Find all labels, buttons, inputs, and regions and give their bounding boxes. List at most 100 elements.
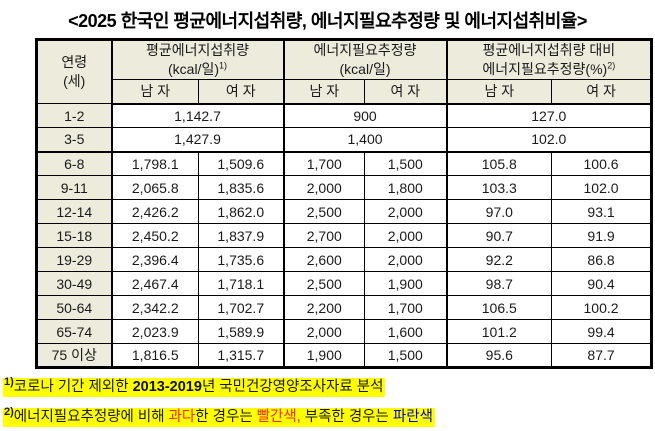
table-body: 1-2 1,142.7 900 127.0 3-5 1,427.9 1,400 102.0 6-… [36,103,653,368]
table-row: 1-2 1,142.7 900 127.0 [36,103,653,128]
value-cell: 1,735.6 [197,247,285,272]
value-cell: 2,600 [282,247,366,272]
value-cell: 2,426.2 [110,199,199,224]
value-cell: 101.2 [445,319,553,344]
value-cell: 1,600 [364,319,448,344]
value-cell: 1,900 [364,271,448,296]
group-header-intake: 평균에너지섭취량 (kcal/일)1) [110,39,285,80]
value-cell: 1,800 [364,175,448,200]
value-cell: 1,700 [282,151,366,176]
footnote-marker: 1) [4,376,14,388]
footnotes: 1)코로나 기간 제외한 2013-2019년 국민건강영양조사자료 분석 2)에… [3,371,435,431]
female-header-intake: 여 자 [197,79,285,105]
value-cell: 1,509.6 [197,151,285,176]
value-cell: 2,000 [282,175,366,200]
value-cell: 1,702.7 [197,295,285,320]
group-intake-line2: (kcal/일) [168,61,219,77]
table-row: 19-29 2,396.4 1,735.6 2,600 2,000 92.2 86.8 [36,247,653,272]
value-cell: 2,500 [282,199,366,224]
value-cell: 2,700 [282,223,366,248]
table-row: 75 이상 1,816.5 1,315.7 1,900 1,500 95.6 87.7 [36,343,653,368]
value-cell: 93.1 [551,199,653,224]
value-cell: 2,200 [282,295,366,320]
table-row: 3-5 1,427.9 1,400 102.0 [36,127,653,153]
value-cell: 1,315.7 [197,343,285,368]
footnote-line: 1)코로나 기간 제외한 2013-2019년 국민건강영양조사자료 분석 [3,371,435,398]
age-cell: 3-5 [36,127,112,153]
group-ratio-line1: 평균에너지섭취량 대비 [482,42,616,59]
female-header-ratio: 여 자 [551,79,653,105]
value-cell: 1,837.9 [197,223,285,248]
female-header-eer: 여 자 [364,79,448,105]
value-cell: 1,142.7 [110,103,285,128]
value-cell: 2,396.4 [110,247,199,272]
group-header-eer: 에너지필요추정량 (kcal/일) [282,39,448,80]
value-cell: 1,400 [282,127,448,153]
value-cell: 92.2 [445,247,553,272]
value-cell: 2,000 [364,247,448,272]
age-cell: 65-74 [36,319,112,344]
footnote-segment: 부족한 경우는 [300,408,393,425]
value-cell: 1,900 [282,343,366,368]
value-cell: 1,816.5 [110,343,199,368]
value-cell: 105.8 [445,151,553,176]
age-column-header: 연령 (세) [36,39,112,104]
footnote-segment: 과다 [168,408,196,425]
footnote-line: 2)에너지필요추정량에 비해 과다한 경우는 빨간색, 부족한 경우는 파란색 [3,401,435,428]
footnote-segment: 에너지필요추정량에 비해 [13,408,169,425]
value-cell: 102.0 [445,127,653,153]
footnote-segment: 파란색 [392,408,433,425]
value-cell: 97.0 [445,199,553,224]
value-cell: 2,000 [364,223,448,248]
age-cell: 12-14 [36,199,112,224]
value-cell: 90.4 [551,271,653,296]
value-cell: 106.5 [445,295,553,320]
table-row: 30-49 2,467.4 1,718.1 2,500 1,900 98.7 90.4 [36,271,653,296]
value-cell: 87.7 [551,343,653,368]
footnote-marker: 2) [4,405,14,418]
value-cell: 2,000 [282,319,366,344]
table-row: 15-18 2,450.2 1,837.9 2,700 2,000 90.7 91.9 [36,223,653,248]
age-cell: 19-29 [36,247,112,272]
age-cell: 1-2 [36,103,112,128]
table-row: 6-8 1,798.1 1,509.6 1,700 1,500 105.8 100.6 [36,151,653,176]
table-row: 50-64 2,342.2 1,702.7 2,200 1,700 106.5 100.2 [36,295,653,320]
value-cell: 90.7 [445,223,553,248]
footnote-segment: 년 국민건강영양조사자료 분석 [201,378,384,395]
value-cell: 2,000 [364,199,448,224]
value-cell: 99.4 [551,319,653,344]
value-cell: 1,500 [364,343,448,368]
age-cell: 9-11 [36,175,112,200]
footnote-segment: 한 경우는 [195,408,257,425]
value-cell: 127.0 [445,103,653,128]
table-header: 연령 (세) 평균에너지섭취량 (kcal/일)1) 에너지필요추정량 (kca… [36,39,653,105]
value-cell: 2,023.9 [110,319,199,344]
page-title: <2025 한국인 평균에너지섭취량, 에너지필요추정량 및 에너지섭취비율> [68,11,587,31]
age-cell: 6-8 [36,151,112,176]
footnote-ref-2: 2) [607,60,616,71]
value-cell: 2,500 [282,271,366,296]
age-header-line2: (세) [63,73,86,89]
footnote-ref-1: 1) [219,60,228,71]
value-cell: 103.3 [445,175,553,200]
footnote-segment: 코로나 기간 제외한 [13,378,133,395]
footnote-highlight: 1)코로나 기간 제외한 2013-2019년 국민건강영양조사자료 분석 [3,376,386,397]
footnote-highlight: 2)에너지필요추정량에 비해 과다한 경우는 빨간색, 부족한 경우는 파란색 [3,405,435,427]
table-row: 9-11 2,065.8 1,835.6 2,000 1,800 103.3 102.0 [36,175,653,200]
footnote-segment: 빨간색, [256,408,301,425]
value-cell: 86.8 [551,247,653,272]
value-cell: 1,700 [364,295,448,320]
age-cell: 50-64 [36,295,112,320]
group-eer-line2: (kcal/일) [339,61,391,77]
value-cell: 2,467.4 [110,271,199,296]
value-cell: 98.7 [445,271,553,296]
male-header-ratio: 남 자 [445,79,553,105]
value-cell: 2,065.8 [110,175,199,200]
table-row: 65-74 2,023.9 1,589.9 2,000 1,600 101.2 99.4 [36,319,653,344]
value-cell: 1,718.1 [197,271,285,296]
value-cell: 100.6 [551,151,653,176]
age-header-line1: 연령 [61,54,88,71]
value-cell: 1,500 [364,151,448,176]
value-cell: 900 [282,103,448,128]
value-cell: 1,835.6 [197,175,285,200]
